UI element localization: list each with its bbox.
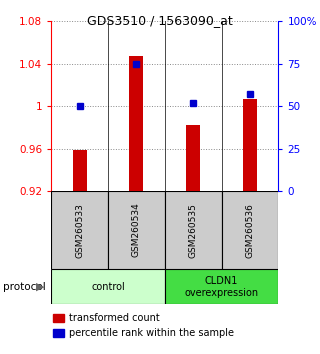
Text: CLDN1
overexpression: CLDN1 overexpression	[185, 276, 259, 298]
Bar	[51, 269, 165, 304]
Text: GSM260533: GSM260533	[75, 202, 84, 258]
Bar	[53, 314, 64, 322]
Text: control: control	[91, 282, 125, 292]
Text: GSM260535: GSM260535	[189, 202, 198, 258]
Bar	[73, 150, 87, 191]
Bar	[53, 329, 64, 337]
Text: transformed count: transformed count	[69, 313, 160, 323]
Bar	[51, 191, 108, 269]
Text: percentile rank within the sample: percentile rank within the sample	[69, 328, 234, 338]
Text: protocol: protocol	[3, 282, 46, 292]
Bar	[165, 191, 221, 269]
Text: GSM260536: GSM260536	[245, 202, 254, 258]
Bar	[186, 125, 200, 191]
Text: GSM260534: GSM260534	[132, 203, 141, 257]
Text: ▶: ▶	[36, 282, 44, 292]
Bar	[165, 269, 278, 304]
Bar	[221, 191, 278, 269]
Bar	[243, 99, 257, 191]
Bar	[108, 191, 165, 269]
Bar	[129, 56, 143, 191]
Text: GDS3510 / 1563090_at: GDS3510 / 1563090_at	[87, 14, 233, 27]
